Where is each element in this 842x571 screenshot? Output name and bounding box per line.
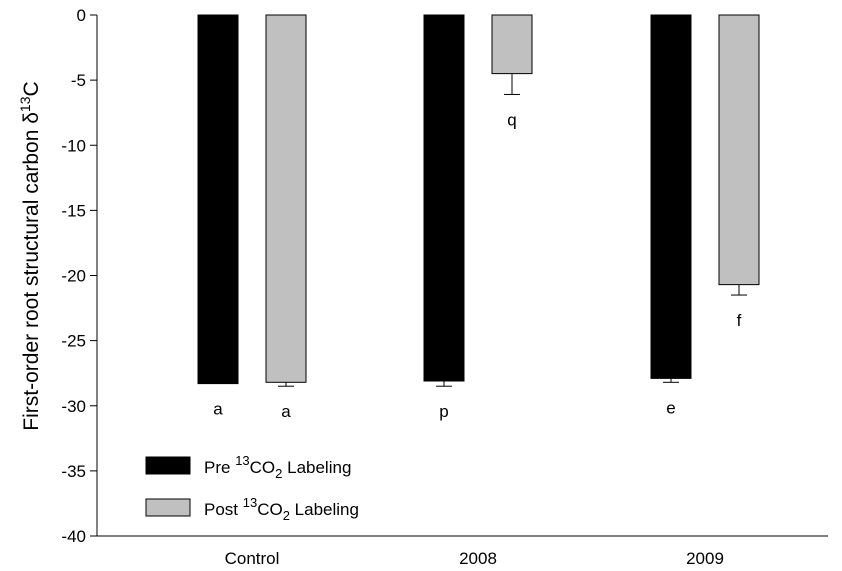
y-tick-label: 0 <box>77 6 86 25</box>
legend-swatch <box>145 498 191 517</box>
bar-post-labeling <box>718 14 760 286</box>
y-axis-ticks: 0 -5 -10 -15 -20 -25 -30 -35 -40 <box>61 6 97 546</box>
significance-letter: a <box>281 402 291 421</box>
y-tick-label: -10 <box>61 136 86 155</box>
y-tick-label: -15 <box>61 201 86 220</box>
significance-letter: a <box>213 400 223 419</box>
y-axis-title: First-order root structural carbon δ13C <box>17 81 43 430</box>
y-tick-label: -20 <box>61 267 86 286</box>
significance-letter: e <box>666 398 675 417</box>
bar-pre-labeling <box>423 14 465 382</box>
x-axis-category-labels: Control 2008 2009 <box>225 549 724 568</box>
legend-label: Pre 13CO2 Labeling <box>204 453 351 481</box>
bar-pre-labeling <box>197 14 239 385</box>
significance-letter: q <box>507 110 516 129</box>
y-tick-label: -30 <box>61 397 86 416</box>
legend-label: Post 13CO2 Labeling <box>204 495 359 523</box>
bar-post-labeling <box>265 14 307 383</box>
significance-letter: p <box>439 402 448 421</box>
bars <box>197 14 760 385</box>
y-tick-label: -35 <box>61 462 86 481</box>
y-axis-title-main: First-order root structural carbon δ <box>20 112 43 431</box>
x-category-label: 2008 <box>459 549 497 568</box>
significance-labels: a p e a q f <box>213 110 741 421</box>
error-bars <box>278 73 747 387</box>
y-tick-label: -5 <box>71 71 86 90</box>
y-tick-label: -40 <box>61 527 86 546</box>
y-tick-label: -25 <box>61 332 86 351</box>
significance-letter: f <box>737 311 742 330</box>
x-category-label: Control <box>225 549 280 568</box>
y-axis-title-suffix: C <box>20 81 43 96</box>
y-axis-title-superscript: 13 <box>17 96 33 112</box>
legend: Pre 13CO2 Labeling Post 13CO2 Labeling <box>145 453 359 523</box>
x-category-label: 2009 <box>686 549 724 568</box>
bar-post-labeling <box>491 14 533 75</box>
bar-pre-labeling <box>650 14 692 379</box>
legend-swatch <box>145 456 191 475</box>
